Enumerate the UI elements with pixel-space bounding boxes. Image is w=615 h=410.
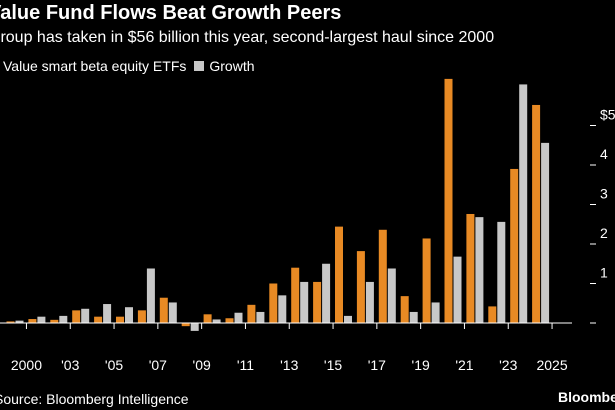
bar-value-2010 [225,318,234,323]
bar-growth-2018 [409,311,418,323]
chart-subtitle: Group has taken in $56 billion this year… [0,29,495,46]
bar-growth-2012 [278,295,287,323]
x-tick-label: 2000 [11,357,42,373]
bar-growth-2015 [344,315,352,323]
bar-growth-2023 [519,84,528,323]
bar-value-2009 [203,314,212,323]
x-tick-label: '21 [455,357,473,373]
bar-value-2011 [247,304,256,323]
bar-growth-2020 [453,256,462,323]
legend-label-growth: Growth [209,58,255,74]
series-value-bars [6,78,541,327]
bar-value-2019 [422,238,431,323]
y-tick-label: 3 [600,186,608,202]
x-tick-label: '09 [193,357,211,373]
bar-growth-2013 [300,281,309,323]
bar-growth-2022 [497,221,506,323]
bar-value-2008 [181,323,190,327]
bar-value-2006 [137,310,146,323]
x-tick-label: '07 [149,357,167,373]
bar-growth-2016 [365,281,374,323]
bar-value-2013 [291,267,300,323]
bar-value-2004 [94,316,103,323]
x-tick-label: '23 [499,357,517,373]
x-tick-label: '15 [324,357,342,373]
bar-value-2015 [335,226,343,323]
legend-label-value: Value smart beta equity ETFs [3,58,187,74]
bar-value-2017 [378,229,387,323]
bar-growth-2004 [103,304,112,323]
brand-logo: Bloomberg [558,389,615,405]
bar-growth-2006 [146,268,155,323]
bar-growth-2024 [541,142,550,323]
bar-value-2020 [444,78,453,323]
source-note: Source: Bloomberg Intelligence [0,391,189,407]
bar-growth-2007 [168,302,177,323]
x-tick-label: '11 [237,357,254,373]
bar-value-2005 [116,316,124,323]
bar-growth-2009 [212,319,221,323]
y-axis: 1 2 3 4 $5 [590,107,615,324]
bar-value-2002 [50,319,59,323]
bar-growth-2003 [81,308,90,323]
x-tick-label: 2025 [536,357,567,373]
y-tick-label: 4 [600,146,608,162]
legend-item-value: Value smart beta equity ETFs [0,58,186,74]
x-tick-label: '19 [412,357,430,373]
bar-growth-2005 [125,307,133,323]
bar-growth-2014 [322,263,331,323]
bar-value-2007 [159,297,168,323]
y-tick-label: 2 [600,225,608,241]
bar-value-2024 [532,104,541,324]
bar-growth-2000 [15,320,24,323]
bar-value-2021 [466,213,475,323]
x-tick-label: '03 [61,357,79,373]
bar-growth-2017 [387,268,396,323]
bar-value-2003 [72,310,81,323]
bar-value-2023 [510,168,519,323]
bar-value-2000 [6,321,15,323]
bar-growth-2021 [475,217,484,323]
x-tick-label: '05 [105,357,123,373]
x-tick-label: '13 [280,357,298,373]
bar-value-2012 [269,283,278,323]
legend-item-growth: Growth [194,58,255,74]
y-tick-label: $5 [600,107,615,123]
chart-title: Value Fund Flows Beat Growth Peers [0,2,342,24]
x-axis: 2000 '03 '05 '07 '09 '11 '13 '15 '17 '19 '21 '23 202… [0,322,572,373]
bar-growth-2002 [59,315,68,323]
series-growth-bars [15,84,550,331]
bar-growth-2011 [256,311,265,323]
bar-value-2018 [400,296,409,323]
bar-growth-2019 [431,302,440,323]
y-tick-label: 1 [600,265,608,281]
chart-legend: Value smart beta equity ETFs Growth [0,58,263,74]
bar-growth-2001 [37,316,46,323]
x-tick-label: '17 [368,357,386,373]
bar-growth-2010 [234,312,243,323]
bar-value-2022 [488,306,497,323]
bar-value-2014 [313,281,322,323]
legend-swatch-growth [194,61,205,71]
bar-value-2001 [28,319,37,323]
bar-growth-2008 [190,323,199,331]
bar-value-2016 [356,251,365,323]
